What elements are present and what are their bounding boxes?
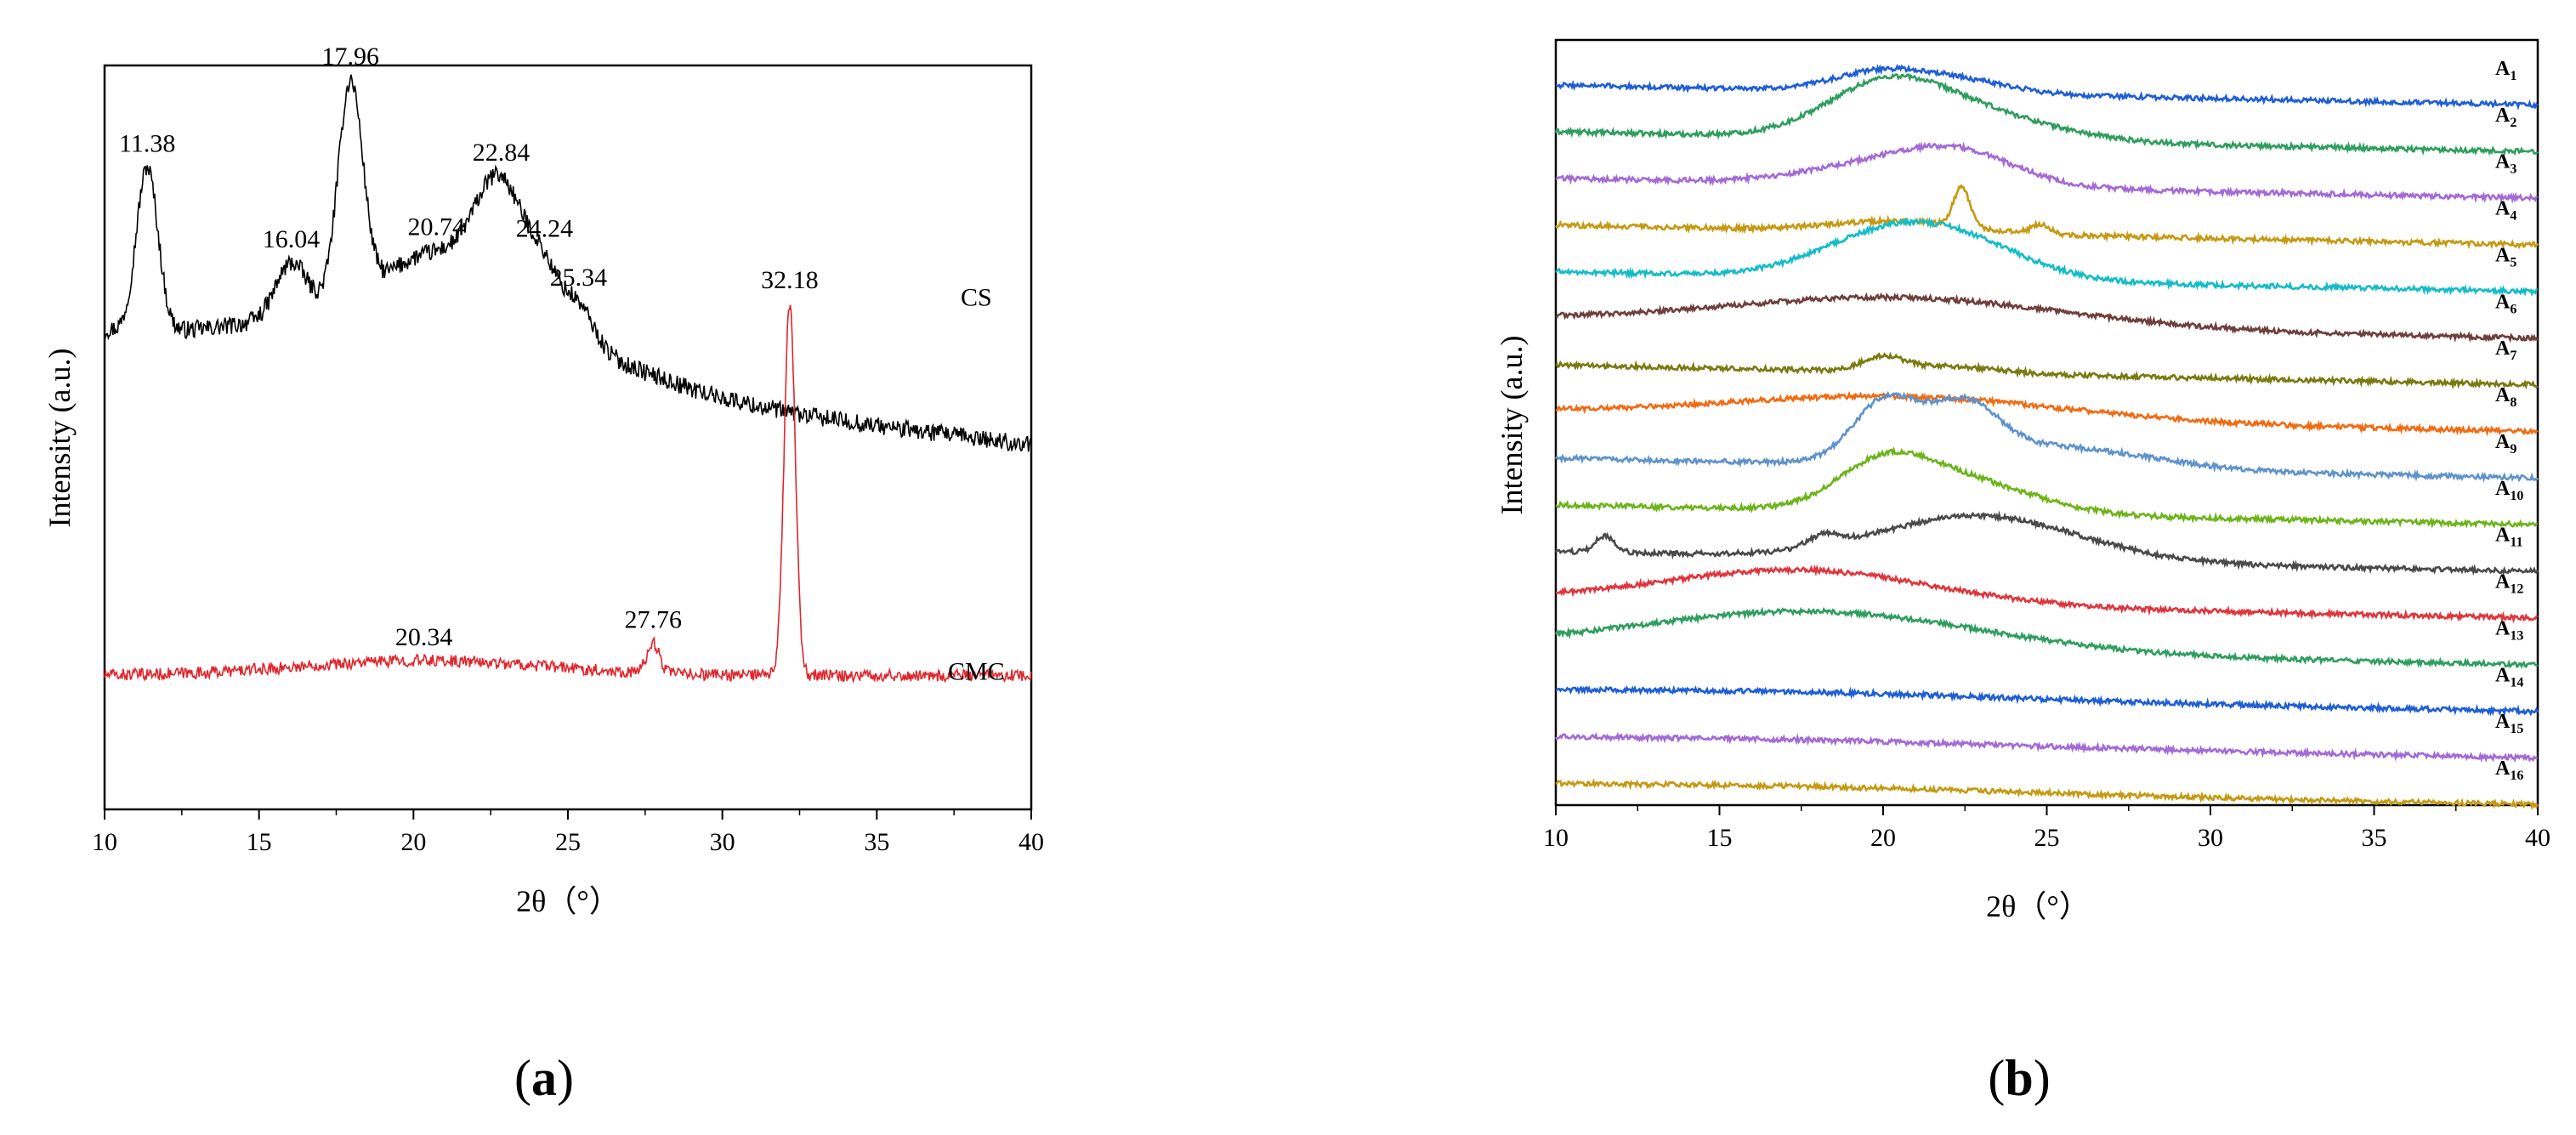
series-line-a11 <box>1554 510 2539 576</box>
x-tick-label-a: 15 <box>247 828 272 856</box>
series-line-a8 <box>1555 390 2539 437</box>
x-tick-label-b: 10 <box>1543 824 1569 852</box>
peak-label: 24.24 <box>516 215 574 243</box>
peak-label: 16.04 <box>263 225 321 253</box>
series-line-a7 <box>1554 351 2539 390</box>
x-tick-label-a: 25 <box>555 828 581 856</box>
series-label-a3: A3 <box>2495 151 2516 177</box>
peak-label: 20.34 <box>395 623 453 651</box>
peak-label: 27.76 <box>625 605 683 633</box>
x-ticks-b: 10 15 20 25 30 35 40 <box>1543 805 2550 852</box>
x-tick-label-b: 20 <box>1870 824 1896 852</box>
series-line-cs <box>104 74 1032 452</box>
series-label-a14: A14 <box>2495 664 2523 690</box>
series-line-a1 <box>1555 64 2539 111</box>
x-ticks-a: 10 15 20 25 30 35 40 <box>92 809 1044 856</box>
series-line-a3 <box>1555 141 2539 204</box>
series-line-a5 <box>1555 217 2539 298</box>
peak-label: 11.38 <box>119 130 175 158</box>
series-line-a12 <box>1556 564 2539 624</box>
y-axis-title-a: Intensity (a.u.) <box>43 349 77 528</box>
x-tick-label-a: 40 <box>1018 828 1044 856</box>
series-label-a1: A1 <box>2495 58 2516 83</box>
series-label-a6: A6 <box>2495 291 2516 316</box>
series-label-a7: A7 <box>2495 338 2516 363</box>
peak-label: 25.34 <box>550 264 608 292</box>
panel-b: 10 15 20 25 30 35 40 A1A2A3A4A5A6A7A8A9A10A11A… <box>1495 38 2550 1106</box>
series-label-a12: A12 <box>2495 571 2523 597</box>
series-label-a13: A13 <box>2495 617 2523 643</box>
series-line-a13 <box>1554 606 2539 669</box>
peak-label: 22.84 <box>473 139 531 167</box>
plot-frame-a <box>103 64 1033 811</box>
series-label-a4: A4 <box>2495 198 2516 224</box>
series-line-a9 <box>1554 390 2539 483</box>
x-tick-label-a: 35 <box>864 828 889 856</box>
series-line-cmc <box>104 304 1032 684</box>
x-axis-title-a: 2θ（°） <box>516 884 620 918</box>
series-a <box>104 74 1032 684</box>
series-label-a16: A16 <box>2495 758 2523 783</box>
x-axis-title-b: 2θ（°） <box>1986 889 2090 923</box>
x-tick-label-a: 10 <box>92 828 117 856</box>
series-line-a4 <box>1554 184 2539 250</box>
series-line-a10 <box>1555 446 2538 529</box>
series-label-a2: A2 <box>2495 105 2516 130</box>
x-tick-label-b: 25 <box>2034 824 2060 852</box>
series-label-a11: A11 <box>2495 525 2522 550</box>
x-tick-label-a: 20 <box>400 828 426 856</box>
x-tick-label-b: 35 <box>2362 824 2387 852</box>
series-label-a15: A15 <box>2495 711 2523 736</box>
series-line-a16 <box>1555 778 2539 811</box>
series-label-a5: A5 <box>2495 244 2516 270</box>
panel-caption-b: (b) <box>1988 1050 2050 1106</box>
panel-a: 10 15 20 25 30 35 40 CS 11.38 16.04 17.96 20.74 22.… <box>43 43 1044 1106</box>
series-b <box>1554 64 2539 811</box>
x-tick-label-a: 30 <box>710 828 735 856</box>
series-line-a2 <box>1554 72 2539 156</box>
peak-labels-a: CS 11.38 16.04 17.96 20.74 22.84 24.24 25.34 CMC… <box>119 43 1005 686</box>
peak-label: 32.18 <box>761 266 819 294</box>
x-tick-label-b: 40 <box>2525 824 2550 852</box>
x-tick-label-b: 30 <box>2198 824 2223 852</box>
peak-label: 20.74 <box>407 213 465 241</box>
x-tick-label-b: 15 <box>1707 824 1733 852</box>
series-line-a14 <box>1555 684 2539 718</box>
series-name-cmc: CMC <box>948 658 1005 686</box>
series-label-a9: A9 <box>2495 431 2516 457</box>
series-line-a6 <box>1555 292 2539 343</box>
series-name-cs: CS <box>961 284 992 312</box>
series-labels-b: A1 A2 A3 A4 A5 A6 A7 A8 A9 A10 A11 A12 A13 A14 A15 A16 <box>2495 58 2523 783</box>
series-label-a10: A10 <box>2495 478 2523 503</box>
panel-caption-a: (a) <box>514 1050 574 1106</box>
y-axis-title-b: Intensity (a.u.) <box>1495 336 1529 515</box>
peak-label: 17.96 <box>321 43 379 71</box>
series-label-a8: A8 <box>2495 384 2516 410</box>
series-line-a15 <box>1554 731 2539 763</box>
